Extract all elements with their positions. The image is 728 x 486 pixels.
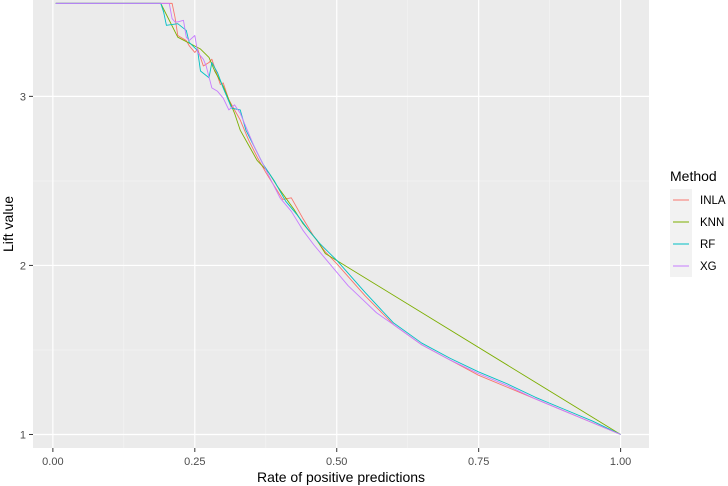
- series-line-xg: [55, 2, 621, 435]
- legend-title: Method: [670, 168, 717, 184]
- x-tick-label: 0.75: [468, 456, 489, 468]
- grid-minor: [33, 0, 649, 448]
- legend-label: KNN: [700, 217, 724, 229]
- y-tick-label: 1: [20, 429, 26, 441]
- legend-label: INLA: [700, 195, 726, 207]
- legend: Method INLA KNN RF XG: [670, 168, 726, 277]
- x-axis-ticks: 0.00 0.25 0.50 0.75 1.00: [42, 448, 631, 468]
- x-tick-label: 0.25: [184, 456, 205, 468]
- y-tick-label: 3: [20, 91, 26, 103]
- x-tick-label: 0.00: [42, 456, 63, 468]
- y-axis-title: Lift value: [0, 196, 16, 252]
- series-layer: [55, 2, 621, 435]
- x-tick-label: 1.00: [610, 456, 631, 468]
- x-axis-title: Rate of positive predictions: [257, 469, 425, 485]
- x-tick-label: 0.50: [326, 456, 347, 468]
- legend-label: XG: [700, 261, 717, 273]
- legend-keys: INLA KNN RF XG: [670, 189, 726, 277]
- y-axis-ticks: 1 2 3: [20, 91, 33, 441]
- legend-label: RF: [700, 239, 715, 251]
- y-tick-label: 2: [20, 260, 26, 272]
- plot-panel: [33, 0, 649, 448]
